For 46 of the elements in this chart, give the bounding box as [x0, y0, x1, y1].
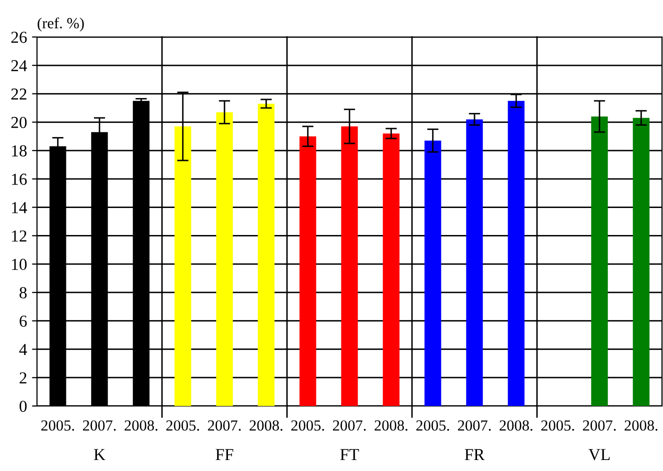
text: K: [94, 449, 106, 460]
text: FT: [340, 449, 359, 460]
y-tick-label: 0: [20, 400, 27, 412]
x-tick-label: 2007.: [582, 420, 616, 431]
x-tick-label: 2008.: [624, 420, 658, 431]
bar: [300, 136, 316, 406]
x-tick-label: 2007.: [332, 420, 366, 431]
y-tick-label: 26: [11, 32, 27, 43]
y-tick-label: 22: [11, 88, 26, 100]
bar: [341, 126, 358, 406]
x-tick-label: 2008.: [374, 420, 408, 431]
x-tick-label: 2005.: [291, 420, 324, 431]
x-tick-label: 2005.: [41, 420, 74, 431]
bar: [216, 112, 233, 406]
bar: [632, 118, 650, 406]
y-axis-title: (ref. %): [38, 17, 84, 32]
x-tick-label: 2007.: [458, 420, 491, 431]
bar: [424, 140, 442, 406]
y-tick-label: 4: [19, 344, 28, 356]
y-tick-label: 24: [11, 60, 28, 72]
x-tick-label: 2005.: [541, 420, 574, 431]
y-tick-label: 20: [11, 116, 27, 128]
y-tick-label: 6: [20, 316, 27, 327]
y-tick-label: 14: [12, 202, 28, 214]
y-tick-label: 16: [12, 174, 27, 185]
x-tick-label: 2005.: [166, 420, 200, 431]
bar: [591, 116, 608, 406]
text: FF: [216, 449, 234, 460]
x-tick-label: 2007.: [208, 420, 241, 431]
y-tick-label: 10: [12, 258, 27, 270]
text: VL: [588, 449, 610, 460]
x-tick-label: 2005.: [416, 420, 450, 431]
bar: [174, 126, 192, 406]
x-tick-label: 2008.: [124, 420, 158, 431]
y-tick-label: 2: [20, 372, 26, 384]
bar: [382, 134, 400, 406]
bar: [258, 104, 274, 406]
bar: [508, 100, 524, 406]
x-tick-label: 2007.: [82, 420, 116, 431]
x-tick-label: 2008.: [500, 420, 532, 431]
y-tick-label: 12: [12, 230, 26, 242]
y-tick-label: 18: [12, 145, 27, 156]
y-tick-label: 8: [20, 287, 27, 298]
x-tick-label: 2008.: [250, 420, 282, 431]
bar: [466, 119, 483, 406]
text: FR: [464, 449, 485, 460]
